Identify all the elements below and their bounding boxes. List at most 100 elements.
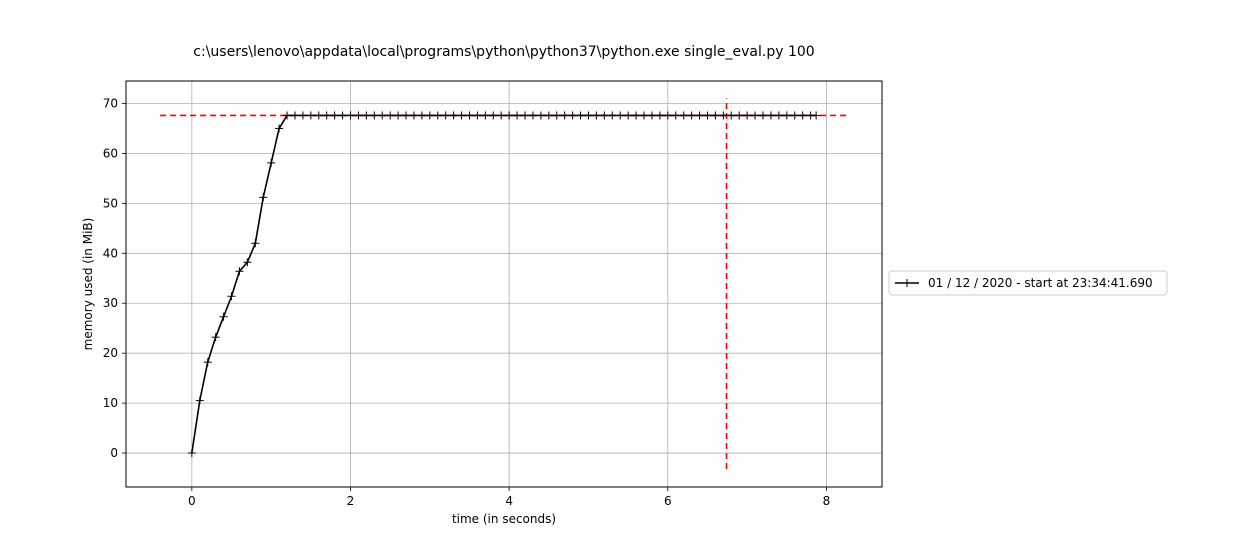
data-point-marker [338, 111, 347, 120]
data-point-marker [766, 111, 775, 120]
data-point-marker [640, 111, 649, 120]
y-tick-label: 70 [103, 96, 118, 110]
legend-entry-label: 01 / 12 / 2020 - start at 23:34:41.690 [928, 276, 1153, 290]
data-point-marker [409, 111, 418, 120]
data-point-marker [505, 111, 514, 120]
data-point-marker [521, 111, 530, 120]
data-point-marker [481, 111, 490, 120]
legend: 01 / 12 / 2020 - start at 23:34:41.690 [888, 270, 1168, 296]
data-point-marker [600, 111, 609, 120]
y-axis-ticks: 0 10 20 30 40 50 60 70 [103, 96, 126, 460]
data-point-marker [211, 333, 220, 342]
data-point-marker [584, 111, 593, 120]
data-point-marker [759, 111, 768, 120]
data-point-marker [362, 111, 371, 120]
x-tick-label: 8 [823, 494, 831, 508]
data-point-marker [703, 111, 712, 120]
data-point-marker [743, 111, 752, 120]
data-point-marker [568, 111, 577, 120]
y-tick-label: 60 [103, 146, 118, 160]
data-point-marker [624, 111, 633, 120]
data-point-marker [592, 111, 601, 120]
data-point-marker [544, 111, 553, 120]
y-tick-label: 50 [103, 196, 118, 210]
data-point-marker [473, 111, 482, 120]
y-tick-label: 10 [103, 396, 118, 410]
data-point-marker [536, 111, 545, 120]
data-point-marker [663, 111, 672, 120]
x-tick-label: 2 [347, 494, 355, 508]
data-point-marker [346, 111, 355, 120]
data-point-marker [632, 111, 641, 120]
data-point-marker [441, 111, 450, 120]
data-point-marker [608, 111, 617, 120]
y-axis-label: memory used (in MiB) [81, 218, 95, 351]
plot-area-frame [125, 80, 883, 488]
y-tick-label: 30 [103, 296, 118, 310]
data-point-marker [235, 267, 244, 276]
data-point-marker [560, 111, 569, 120]
data-point-marker [259, 193, 268, 202]
data-point-marker [711, 111, 720, 120]
data-point-marker [513, 111, 522, 120]
series-line [191, 114, 817, 454]
data-point-marker [203, 358, 212, 367]
data-point-marker [798, 111, 807, 120]
y-tick-label: 40 [103, 246, 118, 260]
data-point-marker [647, 111, 656, 120]
data-point-marker [187, 449, 196, 458]
data-point-marker [465, 111, 474, 120]
data-point-marker [497, 111, 506, 120]
data-point-marker [394, 111, 403, 120]
data-point-marker [671, 111, 680, 120]
data-point-marker [402, 111, 411, 120]
data-point-marker [251, 239, 260, 248]
data-point-marker [679, 111, 688, 120]
x-tick-label: 6 [664, 494, 672, 508]
data-point-marker [227, 292, 236, 301]
data-point-marker [782, 111, 791, 120]
data-point-marker [528, 111, 537, 120]
data-point-marker [314, 111, 323, 120]
data-point-marker [322, 111, 331, 120]
data-point-marker [298, 111, 307, 120]
data-point-marker [378, 111, 387, 120]
data-point-marker [330, 111, 339, 120]
data-point-marker [306, 111, 315, 120]
data-point-marker [489, 111, 498, 120]
data-point-marker [616, 111, 625, 120]
x-axis-ticks: 0 2 4 6 8 [188, 487, 830, 508]
data-point-marker [267, 158, 276, 167]
data-point-marker [576, 111, 585, 120]
data-point-marker [735, 111, 744, 120]
data-point-marker [687, 111, 696, 120]
data-point-marker [790, 111, 799, 120]
data-point-marker [370, 111, 379, 120]
data-point-marker [433, 111, 442, 120]
legend-box [888, 270, 1168, 296]
series-layer [187, 111, 821, 458]
data-point-marker [283, 111, 292, 120]
data-point-marker [275, 124, 284, 133]
data-point-marker [290, 111, 299, 120]
data-point-marker [727, 111, 736, 120]
x-axis-label: time (in seconds) [452, 512, 556, 526]
data-point-marker [425, 111, 434, 120]
data-point-marker [386, 111, 395, 120]
data-point-marker [719, 111, 728, 120]
data-point-marker [449, 111, 458, 120]
data-point-marker [457, 111, 466, 120]
data-point-marker [695, 111, 704, 120]
data-point-marker [417, 111, 426, 120]
data-point-marker [812, 111, 821, 120]
reference-lines [160, 98, 849, 470]
data-point-marker [219, 312, 228, 321]
data-point-marker [354, 111, 363, 120]
data-point-marker [774, 111, 783, 120]
chart-title: c:\users\lenovo\appdata\local\programs\p… [193, 44, 814, 60]
data-point-marker [243, 258, 252, 267]
data-point-marker [655, 111, 664, 120]
x-tick-label: 4 [505, 494, 513, 508]
data-point-marker [751, 111, 760, 120]
